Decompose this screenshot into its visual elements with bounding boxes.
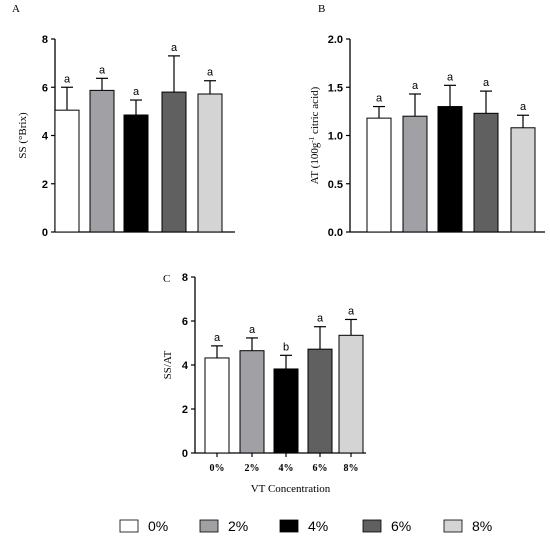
significance-letter: a bbox=[483, 77, 490, 89]
significance-letter: a bbox=[64, 73, 71, 85]
y-axis-label-part: AT (100g bbox=[309, 142, 321, 184]
bar-6pct bbox=[307, 348, 333, 454]
bar-4pct bbox=[273, 368, 299, 454]
legend-swatch bbox=[199, 519, 219, 533]
y-axis-label-superscript: -1 bbox=[308, 136, 316, 142]
legend-swatch bbox=[362, 519, 382, 533]
legend-item-4pct: 4% bbox=[279, 518, 328, 534]
x-tick-label: 2% bbox=[245, 463, 260, 474]
y-tick-label: 2.0 bbox=[328, 34, 343, 46]
bar-2pct bbox=[89, 89, 115, 233]
legend-label: 8% bbox=[472, 518, 492, 534]
bar-0pct bbox=[366, 117, 392, 233]
y-tick-label: 1.0 bbox=[328, 131, 343, 143]
legend-label: 0% bbox=[148, 518, 168, 534]
significance-letter: a bbox=[207, 67, 214, 79]
bar-8pct bbox=[197, 93, 223, 233]
x-tick-label: 4% bbox=[279, 463, 294, 474]
y-tick-label: 2 bbox=[42, 179, 48, 191]
bar-2pct bbox=[239, 350, 265, 454]
panel-label: B bbox=[318, 3, 325, 15]
bar-2pct bbox=[402, 115, 428, 233]
legend-swatch bbox=[443, 519, 463, 533]
significance-letter: a bbox=[447, 71, 454, 83]
y-tick-label: 2 bbox=[182, 404, 188, 416]
legend-swatch bbox=[119, 519, 139, 533]
chart-panel-b: B 0.0 0.5 1.0 1.5 2.0 AT (100g-1 citric acid) a… bbox=[308, 3, 545, 239]
bar-0pct bbox=[54, 109, 80, 233]
significance-letter: a bbox=[317, 313, 324, 325]
x-tick-label: 6% bbox=[313, 463, 328, 474]
significance-letter: a bbox=[171, 42, 178, 54]
significance-letter: a bbox=[520, 101, 527, 113]
significance-letter: a bbox=[133, 86, 140, 98]
legend-swatch bbox=[279, 519, 299, 533]
y-tick-label: 4 bbox=[182, 360, 189, 372]
y-tick-label: 4 bbox=[42, 131, 49, 143]
y-tick-label: 0.0 bbox=[328, 227, 343, 239]
significance-letter: a bbox=[99, 64, 106, 76]
significance-letter: a bbox=[214, 332, 221, 344]
significance-letter: b bbox=[283, 341, 289, 353]
panel-label: A bbox=[12, 3, 20, 15]
y-tick-label: 0.5 bbox=[328, 179, 343, 191]
y-tick-label: 6 bbox=[42, 82, 48, 94]
y-axis-label: AT (100g-1 citric acid) bbox=[308, 86, 321, 184]
legend-item-8pct: 8% bbox=[443, 518, 492, 534]
chart-panel-a: A 0 2 4 6 8 SS (°Brix) a a a a a bbox=[12, 3, 235, 239]
bar-4pct bbox=[437, 106, 463, 233]
y-tick-label: 8 bbox=[182, 272, 188, 284]
significance-letter: a bbox=[249, 324, 256, 336]
legend-label: 4% bbox=[308, 518, 328, 534]
significance-letter: a bbox=[348, 305, 355, 317]
y-tick-label: 8 bbox=[42, 34, 48, 46]
bar-8pct bbox=[338, 334, 364, 454]
y-axis-label: SS (°Brix) bbox=[17, 112, 29, 159]
y-tick-label: 0 bbox=[42, 227, 48, 239]
chart-panel-c: C 0 2 4 6 8 SS/AT a 0% a 2% b 4% a 6% a 8% VT Concentrati… bbox=[162, 272, 366, 495]
significance-letter: a bbox=[376, 93, 383, 105]
x-tick-label: 0% bbox=[210, 463, 225, 474]
y-tick-label: 6 bbox=[182, 316, 188, 328]
bar-4pct bbox=[123, 114, 149, 233]
legend-item-6pct: 6% bbox=[362, 518, 411, 534]
x-tick-label: 8% bbox=[344, 463, 359, 474]
bar-8pct bbox=[510, 127, 536, 233]
y-axis-label: SS/AT bbox=[162, 350, 174, 379]
panel-label: C bbox=[163, 273, 170, 285]
legend-item-0pct: 0% bbox=[119, 518, 168, 534]
legend-label: 2% bbox=[228, 518, 248, 534]
bar-6pct bbox=[161, 91, 187, 233]
bar-0pct bbox=[204, 357, 230, 454]
x-axis-label: VT Concentration bbox=[251, 483, 331, 495]
legend-label: 6% bbox=[391, 518, 411, 534]
y-tick-label: 0 bbox=[182, 448, 188, 460]
significance-letter: a bbox=[412, 80, 419, 92]
y-tick-label: 1.5 bbox=[328, 82, 343, 94]
legend: 0% 2% 4% 6% 8% bbox=[119, 518, 492, 534]
legend-item-2pct: 2% bbox=[199, 518, 248, 534]
bar-6pct bbox=[473, 112, 499, 233]
y-axis-label-part: citric acid) bbox=[309, 86, 321, 136]
